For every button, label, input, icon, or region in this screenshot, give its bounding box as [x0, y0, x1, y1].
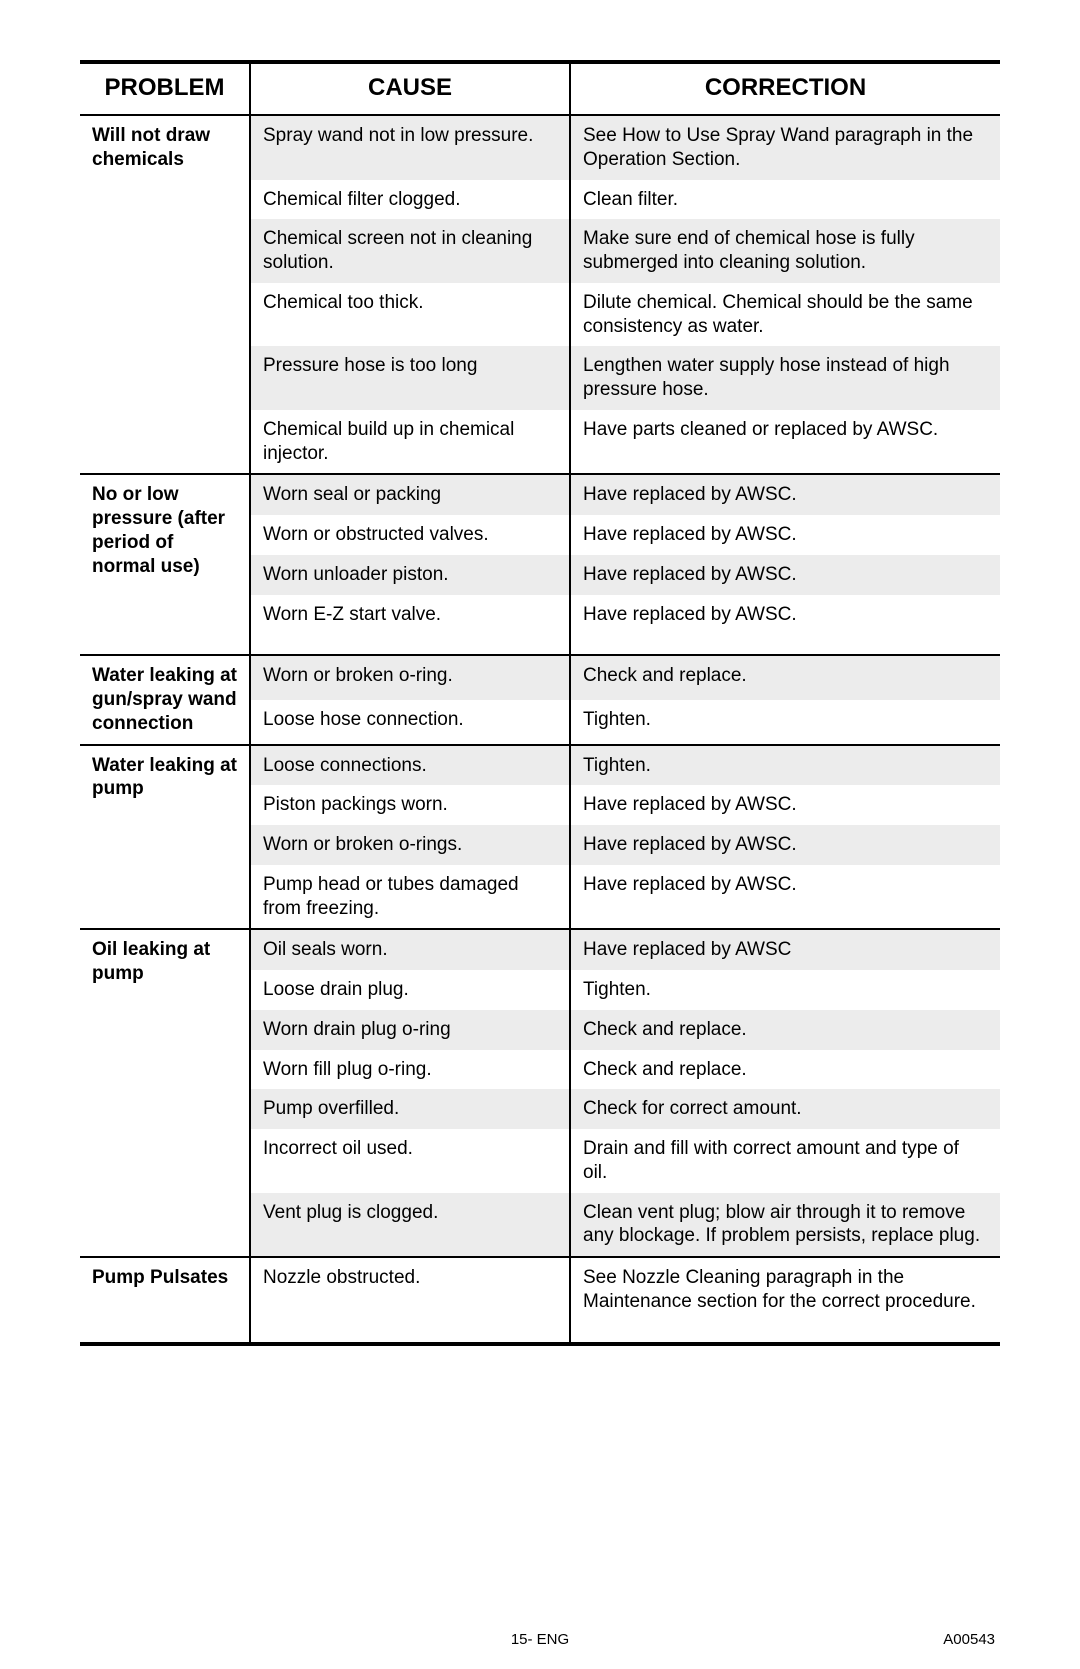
cause-cell: Loose hose connection. — [250, 700, 570, 745]
correction-cell: Check and replace. — [570, 655, 1000, 700]
correction-cell: Have replaced by AWSC. — [570, 785, 1000, 825]
correction-cell: Have replaced by AWSC. — [570, 825, 1000, 865]
cause-cell: Loose drain plug. — [250, 970, 570, 1010]
table-row: Water leaking at gun/spray wand connecti… — [80, 655, 1000, 700]
correction-cell: Have replaced by AWSC. — [570, 515, 1000, 555]
correction-cell: Lengthen water supply hose instead of hi… — [570, 346, 1000, 410]
page: PROBLEM CAUSE CORRECTION Will not draw c… — [0, 0, 1080, 1669]
cause-cell: Worn unloader piston. — [250, 555, 570, 595]
cause-cell: Worn or broken o-rings. — [250, 825, 570, 865]
cause-cell: Worn or obstructed valves. — [250, 515, 570, 555]
header-correction: CORRECTION — [570, 62, 1000, 115]
table-row: Pump PulsatesNozzle obstructed.See Nozzl… — [80, 1257, 1000, 1344]
table-row: Will not draw chemicalsSpray wand not in… — [80, 115, 1000, 180]
problem-cell: Will not draw chemicals — [80, 115, 250, 474]
cause-cell: Worn fill plug o-ring. — [250, 1050, 570, 1090]
problem-cell: Oil leaking at pump — [80, 929, 250, 1257]
cause-cell: Pressure hose is too long — [250, 346, 570, 410]
correction-cell: Drain and fill with correct amount and t… — [570, 1129, 1000, 1193]
cause-cell: Vent plug is clogged. — [250, 1193, 570, 1258]
cause-cell: Chemical filter clogged. — [250, 180, 570, 220]
problem-cell: Water leaking at pump — [80, 745, 250, 930]
cause-cell: Piston packings worn. — [250, 785, 570, 825]
correction-cell: See Nozzle Cleaning paragraph in the Mai… — [570, 1257, 1000, 1344]
cause-cell: Chemical screen not in cleaning solution… — [250, 219, 570, 283]
cause-cell: Oil seals worn. — [250, 929, 570, 970]
correction-cell: Clean filter. — [570, 180, 1000, 220]
cause-cell: Incorrect oil used. — [250, 1129, 570, 1193]
correction-cell: Have replaced by AWSC — [570, 929, 1000, 970]
footer-page-number: 15- ENG — [511, 1631, 569, 1648]
cause-cell: Pump overfilled. — [250, 1089, 570, 1129]
correction-cell: Tighten. — [570, 745, 1000, 786]
table-row: Oil leaking at pumpOil seals worn.Have r… — [80, 929, 1000, 970]
correction-cell: Have replaced by AWSC. — [570, 555, 1000, 595]
problem-cell: Pump Pulsates — [80, 1257, 250, 1344]
problem-cell: Water leaking at gun/spray wand connecti… — [80, 655, 250, 744]
cause-cell: Pump head or tubes damaged from freezing… — [250, 865, 570, 930]
cause-cell: Worn or broken o-ring. — [250, 655, 570, 700]
correction-cell: Check and replace. — [570, 1010, 1000, 1050]
header-row: PROBLEM CAUSE CORRECTION — [80, 62, 1000, 115]
correction-cell: Have replaced by AWSC. — [570, 865, 1000, 930]
correction-cell: Tighten. — [570, 970, 1000, 1010]
header-cause: CAUSE — [250, 62, 570, 115]
correction-cell: Have parts cleaned or replaced by AWSC. — [570, 410, 1000, 475]
correction-cell: Make sure end of chemical hose is fully … — [570, 219, 1000, 283]
cause-cell: Nozzle obstructed. — [250, 1257, 570, 1344]
cause-cell: Worn seal or packing — [250, 474, 570, 515]
cause-cell: Spray wand not in low pressure. — [250, 115, 570, 180]
table-row: No or low pressure (after period of norm… — [80, 474, 1000, 515]
table-row: Water leaking at pumpLoose connections.T… — [80, 745, 1000, 786]
correction-cell: Check and replace. — [570, 1050, 1000, 1090]
cause-cell: Worn drain plug o-ring — [250, 1010, 570, 1050]
footer-doc-id: A00543 — [943, 1631, 995, 1648]
correction-cell: Dilute chemical. Chemical should be the … — [570, 283, 1000, 347]
troubleshooting-table: PROBLEM CAUSE CORRECTION Will not draw c… — [80, 60, 1000, 1346]
header-problem: PROBLEM — [80, 62, 250, 115]
correction-cell: Have replaced by AWSC. — [570, 474, 1000, 515]
correction-cell: Have replaced by AWSC. — [570, 595, 1000, 656]
correction-cell: Check for correct amount. — [570, 1089, 1000, 1129]
correction-cell: Clean vent plug; blow air through it to … — [570, 1193, 1000, 1258]
table-body: Will not draw chemicalsSpray wand not in… — [80, 115, 1000, 1344]
correction-cell: Tighten. — [570, 700, 1000, 745]
cause-cell: Chemical too thick. — [250, 283, 570, 347]
correction-cell: See How to Use Spray Wand paragraph in t… — [570, 115, 1000, 180]
cause-cell: Loose connections. — [250, 745, 570, 786]
problem-cell: No or low pressure (after period of norm… — [80, 474, 250, 655]
cause-cell: Chemical build up in chemical injector. — [250, 410, 570, 475]
cause-cell: Worn E-Z start valve. — [250, 595, 570, 656]
